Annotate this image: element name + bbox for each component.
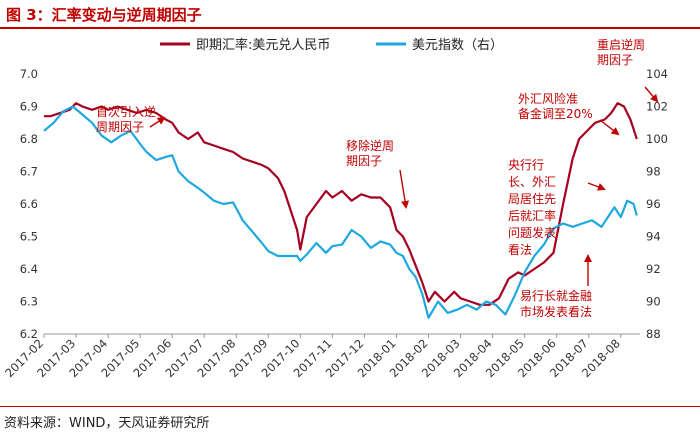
annotation-0: 首次引入逆周期因子: [96, 104, 156, 134]
annotation-line: 备金调至20%: [518, 106, 593, 121]
left-tick-label: 6.5: [20, 230, 38, 244]
left-tick-label: 6.3: [20, 295, 38, 309]
annotation-line: 后就汇率: [508, 208, 556, 223]
line-chart: 6.2 6.3 6.4 6.5 6.6 6.7 6.8 6.9 7.0 88 90 92 94 96 98 1…: [2, 37, 668, 380]
left-tick-label: 6.4: [20, 262, 38, 276]
annotation-arrow-4: [587, 182, 606, 191]
left-tick-label: 6.2: [20, 327, 38, 341]
annotation-4: 央行行长、外汇局居住先后就汇率问题发表看法: [508, 158, 556, 257]
annotation-line: 首次引入逆: [96, 104, 156, 119]
left-tick-label: 7.0: [20, 67, 38, 81]
annotations: 首次引入逆周期因子移除逆周期因子重启逆周期因子外汇风险准备金调至20%央行行长、…: [96, 37, 659, 319]
annotation-line: 易行长就金融: [520, 288, 592, 303]
annotation-line: 问题发表: [508, 225, 556, 240]
annotation-line: 外汇风险准: [518, 91, 578, 106]
legend-label-0: 即期汇率:美元兑人民币: [196, 37, 330, 53]
footer-rule: [0, 406, 700, 407]
left-tick-label: 6.6: [20, 197, 38, 211]
series-line-0: [44, 102, 638, 306]
annotation-5: 易行长就金融市场发表看法: [520, 288, 592, 319]
annotation-line: 周期因子: [96, 120, 144, 134]
left-tick-label: 6.8: [20, 132, 38, 146]
right-tick-label: 104: [646, 67, 668, 81]
figure-title: 图 3：汇率变动与逆周期因子: [6, 6, 202, 24]
annotation-line: 长、外汇: [508, 175, 556, 189]
right-tick-label: 90: [646, 295, 661, 309]
annotation-arrow-1: [399, 169, 409, 209]
left-tick-label: 6.9: [20, 100, 38, 114]
right-tick-label: 102: [646, 100, 668, 114]
annotation-line: 移除逆周: [346, 138, 394, 153]
annotation-2: 重启逆周期因子: [597, 37, 645, 67]
right-tick-label: 100: [646, 132, 668, 146]
annotation-line: 市场发表看法: [520, 304, 592, 319]
legend: 即期汇率:美元兑人民币 美元指数（右）: [160, 37, 503, 53]
legend-label-1: 美元指数（右）: [412, 38, 503, 53]
right-tick-label: 98: [646, 165, 661, 179]
series-line-1: [43, 105, 638, 319]
right-tick-label: 94: [646, 230, 661, 244]
right-tick-label: 96: [646, 197, 661, 211]
annotation-arrow-3: [599, 119, 620, 136]
right-tick-label: 92: [646, 262, 661, 276]
source-note: 资料来源：WIND，天风证券研究所: [4, 416, 210, 431]
right-tick-label: 88: [646, 327, 661, 341]
annotation-1: 移除逆周期因子: [346, 138, 394, 168]
annotation-line: 局居住先: [508, 192, 556, 206]
annotation-line: 央行行: [508, 158, 544, 172]
left-tick-label: 6.7: [20, 165, 38, 179]
annotation-line: 重启逆周: [597, 37, 645, 52]
annotation-line: 看法: [508, 243, 532, 257]
annotation-line: 期因子: [346, 154, 382, 168]
annotation-arrow-0: [149, 116, 166, 128]
title-rule: [0, 27, 700, 29]
series-lines: [43, 102, 638, 319]
annotation-3: 外汇风险准备金调至20%: [518, 91, 593, 121]
annotation-line: 期因子: [597, 53, 633, 67]
annotation-arrow-2: [644, 86, 659, 103]
